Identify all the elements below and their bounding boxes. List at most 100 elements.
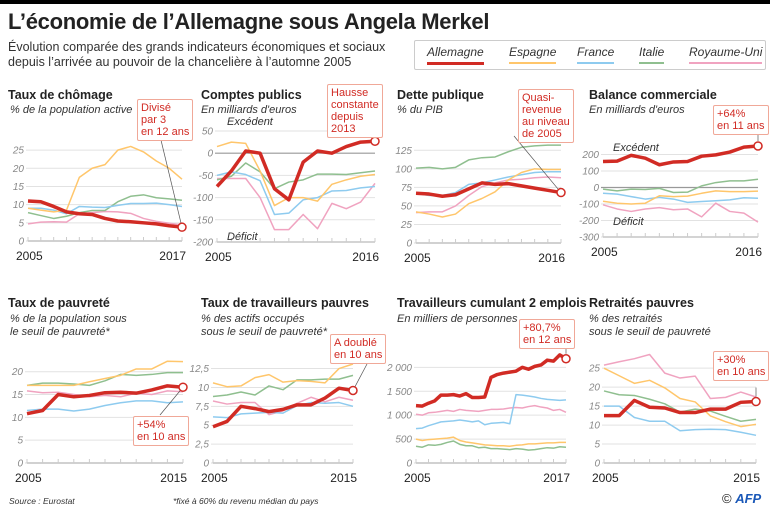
end-point-marker	[556, 187, 566, 198]
y-tick-label: 5	[594, 440, 600, 451]
x-tick-label: 2005	[16, 249, 43, 263]
chart-subtitle: En milliards d'euros	[589, 104, 685, 116]
annotation-leader	[159, 135, 183, 228]
series-line-allemagne	[415, 181, 562, 199]
chart-subtitle: % de la population sous le seuil de pauv…	[10, 313, 127, 338]
series-line-royaume-uni	[603, 353, 757, 400]
x-tick-label: 2005	[15, 471, 42, 485]
annotation-surplus: Excédent	[227, 116, 274, 128]
series-line-france	[216, 171, 376, 216]
annotation-note: Divisé par 3 en 12 ans	[137, 99, 194, 141]
end-point-marker	[561, 353, 571, 364]
x-tick-label: 2005	[404, 471, 431, 485]
end-point-marker	[751, 396, 761, 407]
series-line-espagne	[415, 168, 561, 218]
annotation-note: +54% en 10 ans	[133, 416, 190, 446]
x-tick-label: 2017	[543, 471, 570, 485]
x-tick-label: 2016	[352, 250, 379, 264]
y-tick-label: -200	[579, 216, 599, 227]
legend-swatch	[639, 62, 665, 64]
top-bar	[0, 0, 770, 4]
y-tick-label: 1 500	[387, 387, 412, 398]
series-line-allemagne	[215, 139, 376, 202]
y-tick-label: 5	[203, 421, 209, 432]
page-subtitle: Évolution comparée des grands indicateur…	[8, 40, 386, 69]
end-point-marker	[177, 222, 187, 232]
chart-subtitle: En milliards d'euros	[201, 104, 297, 116]
y-tick-label: 12,5	[190, 364, 210, 375]
y-tick-label: 75	[401, 183, 413, 194]
chart-title: Retraités pauvres	[589, 296, 694, 310]
footnote: *fixé à 60% du revenu médian du pays	[173, 496, 319, 506]
series-line-royaume-uni	[217, 177, 376, 231]
legend-item-italie: Italie	[639, 45, 665, 64]
end-point-marker	[753, 141, 763, 151]
legend-swatch	[427, 62, 484, 65]
y-tick-label: 200	[581, 150, 599, 161]
legend-label: Espagne	[509, 45, 557, 59]
y-tick-label: -150	[193, 215, 213, 226]
annotation-deficit: Déficit	[613, 216, 645, 228]
x-tick-label: 2017	[159, 249, 186, 263]
series-line-france	[415, 393, 567, 430]
legend-label: France	[577, 45, 615, 59]
series-line-espagne	[415, 436, 566, 448]
series-line-royaume-uni	[602, 202, 759, 223]
legend-label: Royaume-Uni	[689, 45, 763, 59]
x-tick-label: 2015	[733, 471, 760, 485]
y-tick-label: 25	[400, 220, 413, 231]
y-tick-label: 0	[207, 149, 213, 160]
series-line-allemagne	[26, 384, 184, 416]
y-tick-label: 100	[582, 167, 599, 178]
series-line-italie	[415, 144, 561, 170]
annotation-note: +30% en 10 ans	[713, 351, 770, 381]
y-tick-label: 10	[589, 421, 601, 432]
y-tick-label: 125	[395, 146, 412, 157]
y-tick-label: 0	[18, 237, 24, 248]
series-line-royaume-uni	[27, 210, 183, 226]
series-line-royaume-uni	[26, 390, 184, 398]
y-tick-label: 7,5	[195, 402, 209, 413]
chart-title: Taux de pauvreté	[8, 296, 110, 310]
annotation-note: Hausse constante depuis 2013	[327, 84, 383, 138]
chart-subtitle: En milliers de personnes	[397, 313, 518, 325]
y-tick-label: 1 000	[387, 411, 412, 422]
series-line-allemagne	[415, 353, 567, 408]
y-tick-label: 0	[406, 459, 412, 470]
y-tick-label: -50	[199, 171, 214, 182]
legend-label: Allemagne	[427, 45, 484, 59]
y-tick-label: 5	[17, 436, 23, 447]
series-line-espagne	[27, 360, 184, 387]
legend-item-royaume-uni: Royaume-Uni	[689, 45, 763, 64]
series-line-france	[602, 192, 759, 204]
x-tick-label: 2005	[201, 471, 228, 485]
y-tick-label: -100	[193, 193, 213, 204]
y-tick-label: 25	[12, 146, 25, 157]
y-tick-label: 15	[589, 402, 601, 413]
series-line-italie	[26, 371, 183, 387]
annotation-surplus: Excédent	[613, 142, 660, 154]
annotation-leader	[513, 135, 562, 193]
y-tick-label: 20	[11, 367, 24, 378]
chart-title: Balance commerciale	[589, 88, 717, 102]
series-line-france	[28, 202, 183, 215]
legend-swatch	[577, 62, 615, 64]
chart-subtitle: % du PIB	[397, 104, 443, 116]
chart-title: Dette publique	[397, 88, 484, 102]
y-tick-label: -100	[579, 200, 599, 211]
chart-title: Travailleurs cumulant 2 emplois	[397, 296, 587, 310]
series-line-espagne	[216, 141, 376, 207]
chart-title: Comptes publics	[201, 88, 302, 102]
y-tick-label: 100	[395, 164, 412, 175]
x-tick-label: 2005	[591, 245, 618, 259]
chart-title: Taux de travailleurs pauvres	[201, 296, 369, 310]
x-tick-label: 2016	[735, 245, 762, 259]
y-tick-label: 25	[588, 364, 601, 375]
chart-subtitle: % de la population active	[10, 104, 133, 116]
y-tick-label: 20	[588, 383, 601, 394]
chart-subtitle: % des retraités sous le seuil de pauvret…	[589, 313, 711, 338]
y-tick-label: 20	[12, 164, 25, 175]
x-tick-label: 2016	[538, 251, 565, 265]
